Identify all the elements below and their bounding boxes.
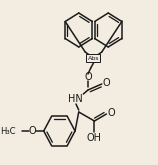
Text: O: O [84, 72, 92, 82]
Text: HN: HN [68, 94, 82, 104]
Text: O: O [29, 126, 36, 136]
Text: O: O [107, 108, 115, 118]
Text: O: O [103, 78, 110, 88]
Text: Abs: Abs [88, 55, 99, 61]
Text: OH: OH [87, 133, 102, 143]
Text: H₃C: H₃C [1, 127, 16, 135]
